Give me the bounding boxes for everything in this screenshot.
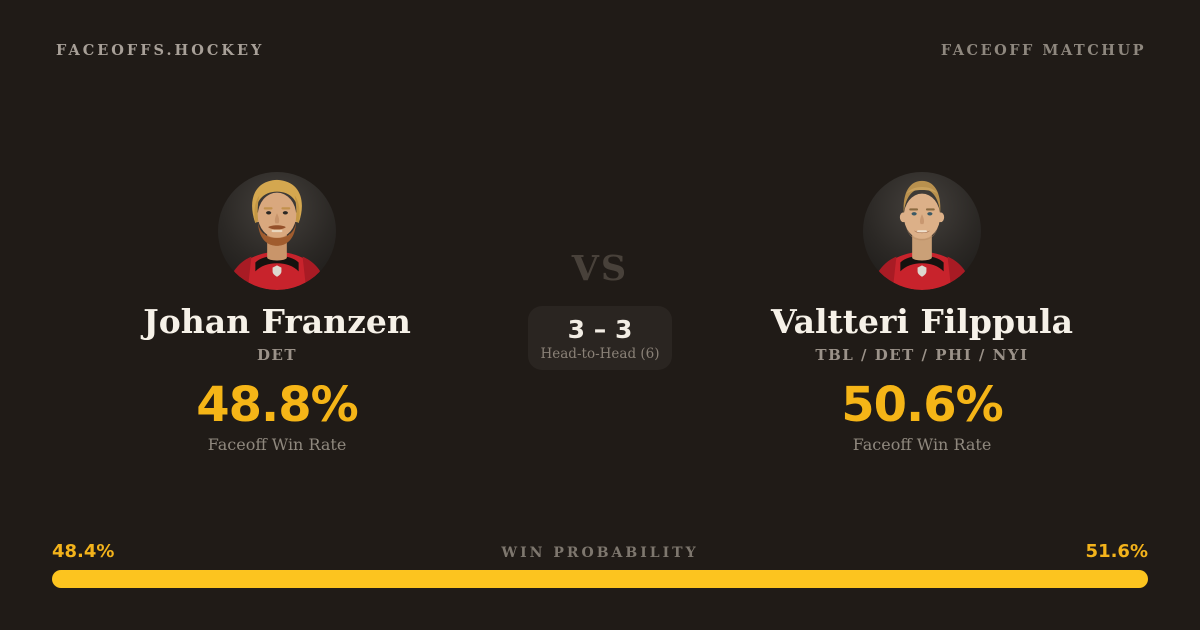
vs-label: VS [571, 248, 629, 289]
head-to-head-label: Head-to-Head (6) [540, 346, 660, 362]
win-probability-bar-right [582, 570, 1148, 588]
head-to-head-badge: 3 – 3 Head-to-Head (6) [528, 306, 672, 370]
player-teams-right: TBL / DET / PHI / NYI [815, 346, 1029, 364]
page-type-label: FACEOFF MATCHUP [940, 42, 1146, 59]
player-name-right: Valtteri Filppula [771, 302, 1073, 341]
player-avatar-left [218, 172, 336, 290]
matchup-center: VS 3 – 3 Head-to-Head (6) [500, 250, 700, 370]
faceoff-win-rate-left: 48.8% [196, 377, 359, 433]
win-probability-bar [52, 570, 1148, 588]
player-photo-icon [225, 179, 329, 290]
faceoff-win-rate-label-left: Faceoff Win Rate [207, 435, 347, 454]
player-card-right: Valtteri Filppula TBL / DET / PHI / NYI … [702, 172, 1142, 454]
win-probability-row: 48.4% WIN PROBABILITY 51.6% [52, 541, 1148, 563]
win-probability-right-value: 51.6% [1085, 541, 1148, 562]
win-probability-label: WIN PROBABILITY [501, 545, 699, 561]
faceoff-win-rate-label-right: Faceoff Win Rate [852, 435, 992, 454]
player-name-left: Johan Franzen [143, 302, 411, 341]
win-probability-left-value: 48.4% [52, 541, 115, 562]
header: FACEOFFS.HOCKEY FACEOFF MATCHUP [56, 42, 1146, 59]
player-avatar-right [863, 172, 981, 290]
faceoff-win-rate-right: 50.6% [841, 377, 1004, 433]
brand-logo-text: FACEOFFS.HOCKEY [56, 42, 265, 59]
player-card-left: Johan Franzen DET 48.8% Faceoff Win Rate [57, 172, 497, 454]
player-teams-left: DET [256, 346, 298, 364]
head-to-head-score: 3 – 3 [567, 315, 633, 344]
win-probability-bar-left [52, 570, 583, 588]
player-photo-icon [870, 180, 974, 290]
